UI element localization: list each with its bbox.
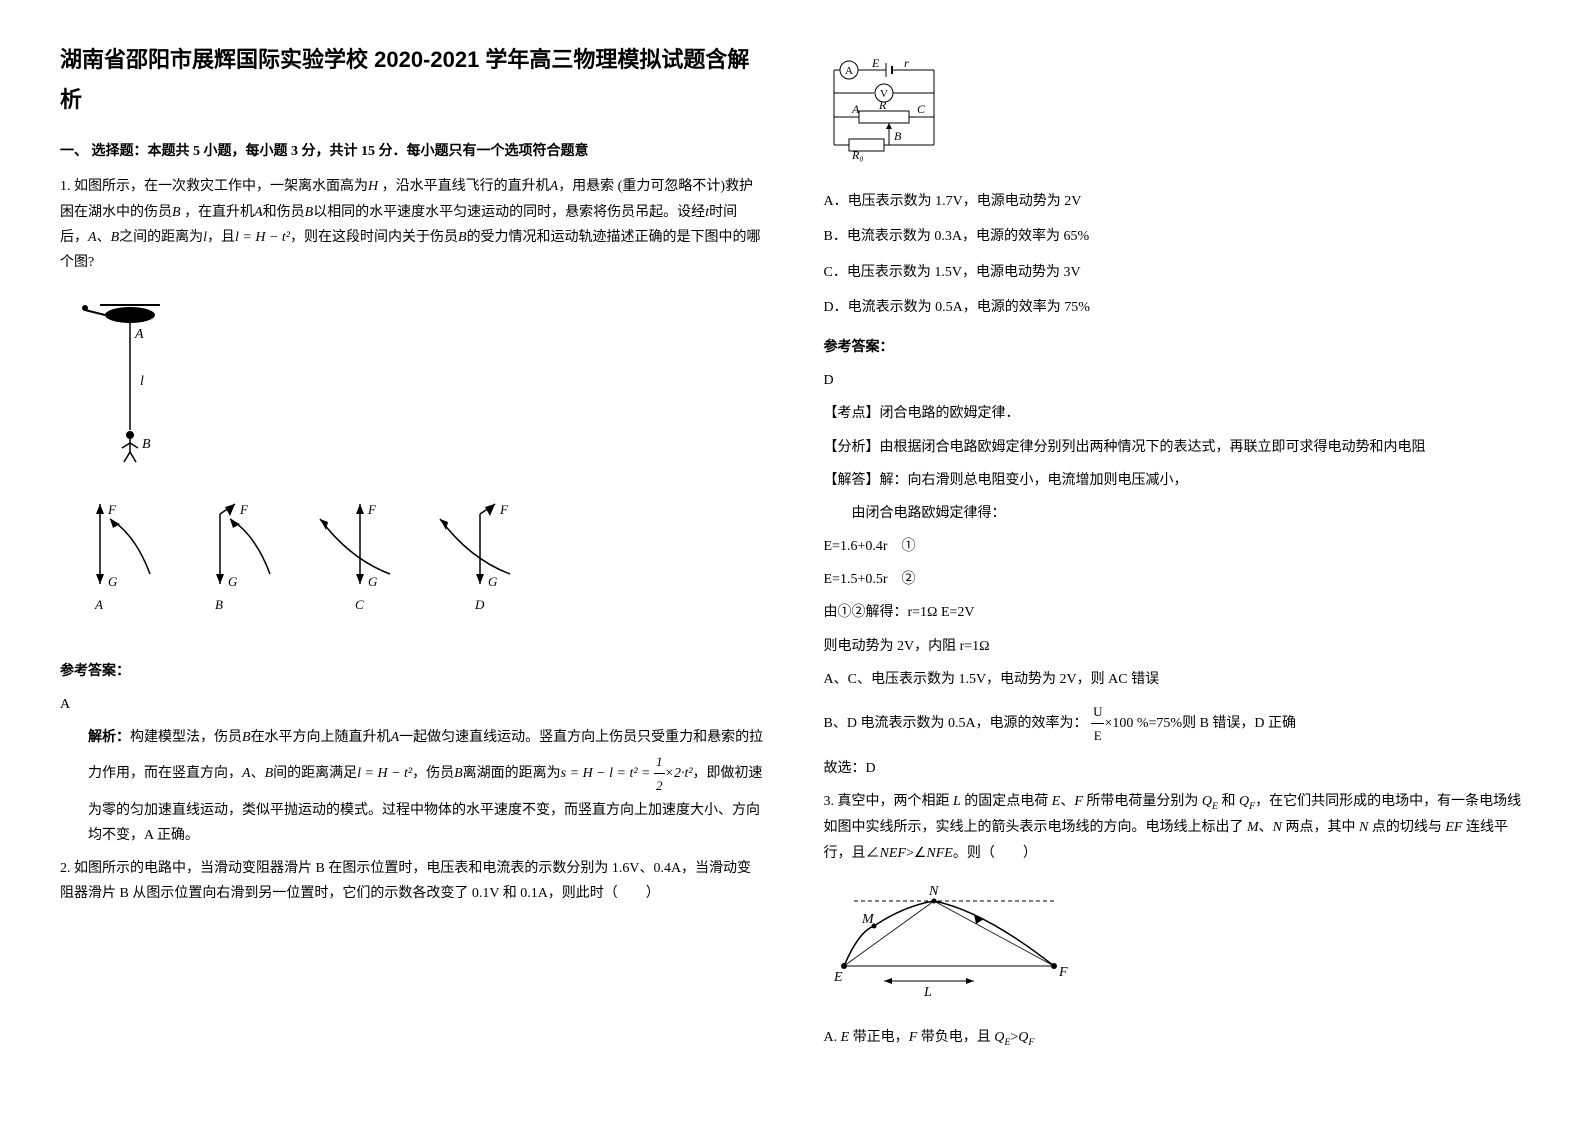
page-title: 湖南省邵阳市展辉国际实验学校 2020-2021 学年高三物理模拟试题含解析	[60, 40, 764, 119]
svg-text:C: C	[355, 597, 364, 612]
q1-main-diagram: A l B	[60, 290, 764, 479]
q2-solve-1: 由闭合电路欧姆定律得：	[852, 501, 1528, 526]
svg-text:C: C	[917, 102, 926, 116]
svg-text:M: M	[861, 912, 875, 927]
q2-point: 【考点】闭合电路的欧姆定律．	[824, 401, 1528, 426]
svg-text:G: G	[228, 574, 238, 589]
q2-answer: D	[824, 368, 1528, 393]
section-header: 一、 选择题：本题共 5 小题，每小题 3 分，共计 15 分．每小题只有一个选…	[60, 139, 764, 164]
q2-solve-5: 则电动势为 2V，内阻 r=1Ω	[824, 634, 1528, 659]
svg-text:A: A	[134, 327, 144, 342]
q2-circuit-diagram: A E r V A R C	[824, 55, 1528, 174]
q2-option-c: C．电压表示数为 1.5V，电源电动势为 3V	[824, 260, 1528, 285]
q2-solve-7: B、D 电流表示数为 0.5A，电源的效率为： UE×100 %=75%则 B …	[824, 700, 1528, 748]
q1-analysis: 解析：构建模型法，伤员B在水平方向上随直升机A一起做匀速直线运动。竖直方向上伤员…	[88, 725, 764, 848]
q2-text: 2. 如图所示的电路中，当滑动变阻器滑片 B 在图示位置时，电压表和电流表的示数…	[60, 856, 764, 906]
q2-solve-6: A、C、电压表示数为 1.5V，电动势为 2V，则 AC 错误	[824, 667, 1528, 692]
q2-solve-9: 故选：D	[824, 756, 1528, 781]
svg-text:G: G	[108, 574, 118, 589]
q3-option-a: A. E 带正电，F 带负电，且 QE>QF	[824, 1025, 1528, 1051]
q2-answer-label: 参考答案：	[824, 335, 1528, 360]
svg-text:G: G	[488, 574, 498, 589]
q2-solve-2: E=1.6+0.4r ①	[824, 534, 1528, 559]
q2-solve-3: E=1.5+0.5r ②	[824, 567, 1528, 592]
svg-text:D: D	[474, 597, 485, 612]
svg-text:A: A	[845, 65, 853, 77]
svg-text:l: l	[140, 374, 144, 389]
q3-text: 3. 真空中，两个相距 L 的固定点电荷 E、F 所带电荷量分别为 QE 和 Q…	[824, 789, 1528, 866]
q1-options-diagram: F G A F G B	[60, 494, 764, 643]
svg-text:F: F	[107, 502, 117, 517]
q2-option-a: A．电压表示数为 1.7V，电源电动势为 2V	[824, 189, 1528, 214]
svg-text:F: F	[367, 502, 377, 517]
q3-diagram: E F L M N	[824, 881, 1528, 1010]
q2-solve-4: 由①②解得：r=1Ω E=2V	[824, 600, 1528, 625]
svg-text:F: F	[499, 502, 509, 517]
svg-text:B: B	[894, 129, 902, 143]
svg-text:L: L	[923, 985, 932, 1000]
svg-text:B: B	[215, 597, 223, 612]
svg-text:N: N	[928, 884, 939, 899]
svg-text:F: F	[1058, 965, 1068, 980]
q2-option-d: D．电流表示数为 0.5A，电源的效率为 75%	[824, 295, 1528, 320]
q2-option-b: B．电流表示数为 0.3A，电源的效率为 65%	[824, 224, 1528, 249]
svg-text:R₀: R₀	[851, 148, 864, 162]
svg-text:E: E	[871, 56, 880, 70]
svg-text:R: R	[878, 98, 887, 112]
svg-text:A: A	[94, 597, 103, 612]
svg-text:r: r	[904, 56, 909, 70]
q2-solve-0: 【解答】解：向右滑则总电阻变小，电流增加则电压减小，	[824, 468, 1528, 493]
q1-answer-label: 参考答案：	[60, 659, 764, 684]
svg-text:E: E	[833, 970, 843, 985]
svg-text:F: F	[239, 502, 249, 517]
q1-answer: A	[60, 692, 764, 717]
q1-text: 1. 如图所示，在一次救灾工作中，一架离水面高为H ，沿水平直线飞行的直升机A，…	[60, 174, 764, 275]
svg-text:B: B	[142, 437, 151, 452]
q2-analysis: 【分析】由根据闭合电路欧姆定律分别列出两种情况下的表达式，再联立即可求得电动势和…	[824, 435, 1528, 460]
svg-text:G: G	[368, 574, 378, 589]
